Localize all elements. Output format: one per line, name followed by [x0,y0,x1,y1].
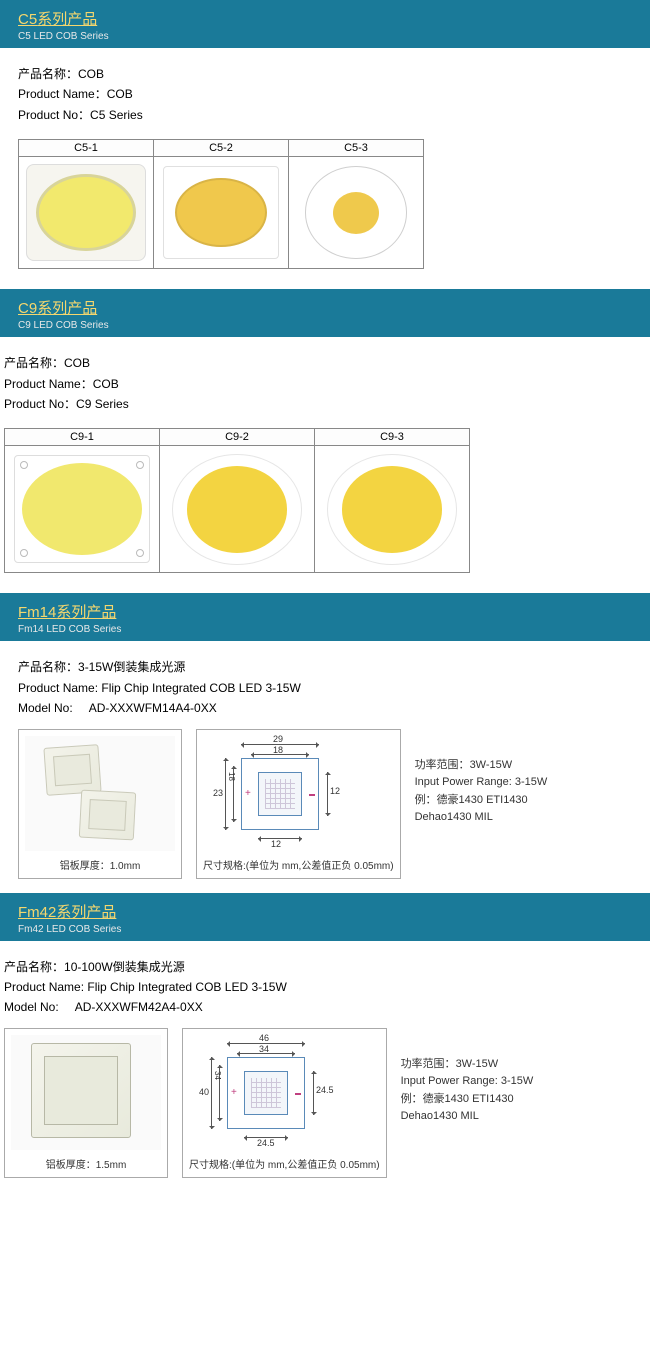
col-header: C9-2 [160,429,315,446]
spec-line: Dehao1430 MIL [401,1108,534,1126]
label: Model No: [4,1000,75,1014]
label: Product Name： [18,87,107,101]
col-header: C5-2 [154,140,289,157]
value: COB [78,67,104,81]
label: 例： [415,794,437,806]
cob-image [163,449,311,569]
label: 产品名称： [4,356,64,370]
col-header: C5-3 [289,140,424,157]
info-block: 产品名称：10-100W倒装集成光源 Product Name: Flip Ch… [0,951,650,1028]
dimension-drawing: + 29 18 12 23 18 12 [203,736,353,851]
value: C9 Series [76,397,129,411]
label: 产品名称： [18,67,78,81]
value: COB [64,356,90,370]
label: Product Name： [4,377,93,391]
section-fm14: 产品名称：3-15W倒装集成光源 Product Name: Flip Chip… [0,641,650,892]
banner-title: C5系列产品 [18,8,632,29]
banner-sub: C9 LED COB Series [18,320,632,331]
detail-row: 铝板厚度：1.5mm + 46 34 24.5 40 34 24.5 尺寸规格:… [0,1028,650,1178]
section-fm42: 产品名称：10-100W倒装集成光源 Product Name: Flip Ch… [0,941,650,1192]
value: COB [107,87,133,101]
product-table: C9-1 C9-2 C9-3 [4,428,470,573]
banner-fm14: Fm14系列产品 Fm14 LED COB Series [0,593,650,641]
banner-suffix: 系列产品 [37,11,97,28]
banner-sub: Fm14 LED COB Series [18,624,632,635]
led-photo [11,1035,161,1150]
banner-title: Fm42系列产品 [18,901,632,922]
value: AD-XXXWFM42A4-0XX [75,1000,203,1014]
photo-panel: 铝板厚度：1.0mm [18,729,182,879]
banner-title: C9系列产品 [18,297,632,318]
value: C5 Series [90,108,143,122]
value: 3-15W倒装集成光源 [78,660,185,674]
spec-text: 功率范围：3W-15W Input Power Range: 3-15W 例：德… [415,729,548,827]
banner-prefix: Fm42 [18,904,56,921]
value: AD-XXXWFM14A4-0XX [89,701,217,715]
dim-caption: 尺寸规格:(单位为 mm,公差值正负 0.05mm) [203,857,394,872]
banner-prefix: C9 [18,300,37,317]
label: Product No： [4,397,76,411]
label: Product Name: [4,980,87,994]
col-header: C9-1 [5,429,160,446]
banner-prefix: Fm14 [18,604,56,621]
cob-image [292,160,420,265]
spec-line: Input Power Range: 3-15W [401,1073,534,1091]
label: 产品名称： [4,960,64,974]
section-c5: 产品名称：COB Product Name：COB Product No：C5 … [0,48,650,289]
banner-sub: Fm42 LED COB Series [18,924,632,935]
dimension-panel: + 29 18 12 23 18 12 尺寸规格:(单位为 mm,公差值正负 0… [196,729,401,879]
banner-suffix: 系列产品 [56,904,116,921]
value: COB [93,377,119,391]
label: 功率范围： [415,759,470,771]
label: 功率范围： [401,1058,456,1070]
photo-caption: 铝板厚度：1.5mm [11,1156,161,1171]
value: Flip Chip Integrated COB LED 3-15W [101,681,300,695]
banner-c9: C9系列产品 C9 LED COB Series [0,289,650,337]
value: 3W-15W [470,759,513,771]
label: 例： [401,1093,423,1105]
cob-image [8,449,156,569]
banner-fm42: Fm42系列产品 Fm42 LED COB Series [0,893,650,941]
detail-row: 铝板厚度：1.0mm + 29 18 12 23 18 12 尺寸规格:(单位为… [0,729,650,879]
spec-line: Input Power Range: 3-15W [415,774,548,792]
value: 德豪1430 ETI1430 [423,1093,514,1105]
dimension-panel: + 46 34 24.5 40 34 24.5 尺寸规格:(单位为 mm,公差值… [182,1028,387,1178]
spec-text: 功率范围：3W-15W Input Power Range: 3-15W 例：德… [401,1028,534,1126]
value: 3W-15W [456,1058,499,1070]
banner-c5: C5系列产品 C5 LED COB Series [0,0,650,48]
value: 德豪1430 ETI1430 [437,794,528,806]
cob-image [22,160,150,265]
label: Model No: [18,701,89,715]
spec-line: Dehao1430 MIL [415,809,548,827]
photo-panel: 铝板厚度：1.5mm [4,1028,168,1178]
label: Product No： [18,108,90,122]
dim-caption: 尺寸规格:(单位为 mm,公差值正负 0.05mm) [189,1156,380,1171]
info-block: 产品名称：COB Product Name：COB Product No：C5 … [0,58,650,135]
label: Product Name: [18,681,101,695]
banner-sub: C5 LED COB Series [18,31,632,42]
dimension-drawing: + 46 34 24.5 40 34 24.5 [189,1035,339,1150]
led-photo [25,736,175,851]
cob-image [157,160,285,265]
banner-suffix: 系列产品 [56,604,116,621]
photo-caption: 铝板厚度：1.0mm [25,857,175,872]
value: 10-100W倒装集成光源 [64,960,185,974]
col-header: C5-1 [19,140,154,157]
info-block: 产品名称：COB Product Name：COB Product No：C9 … [0,347,650,424]
banner-prefix: C5 [18,11,37,28]
product-table: C5-1 C5-2 C5-3 [18,139,424,269]
col-header: C9-3 [315,429,470,446]
banner-suffix: 系列产品 [37,300,97,317]
value: Flip Chip Integrated COB LED 3-15W [87,980,286,994]
banner-title: Fm14系列产品 [18,601,632,622]
label: 产品名称： [18,660,78,674]
info-block: 产品名称：3-15W倒装集成光源 Product Name: Flip Chip… [0,651,650,728]
cob-image [318,449,466,569]
section-c9: 产品名称：COB Product Name：COB Product No：C9 … [0,337,650,593]
